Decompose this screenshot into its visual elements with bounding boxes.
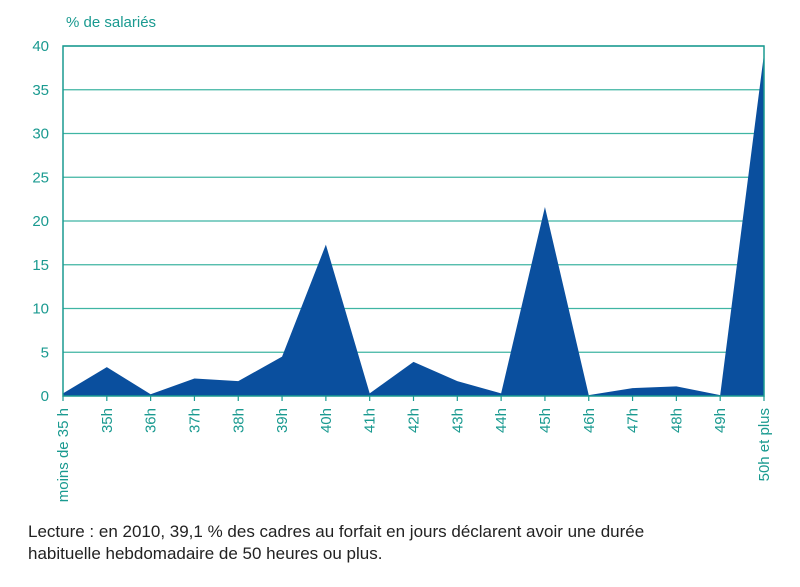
- x-tick-label: 35h: [99, 408, 116, 433]
- x-tick-label: 38h: [230, 408, 247, 433]
- reading-note: Lecture : en 2010, 39,1 % des cadres au …: [28, 521, 788, 565]
- x-tick-label: 47h: [625, 408, 642, 433]
- x-tick-label: 44h: [493, 408, 510, 433]
- x-tick-label: 45h: [537, 408, 554, 433]
- x-tick-label: 49h: [712, 408, 729, 433]
- x-tick-label: 46h: [581, 408, 598, 433]
- x-tick-label: 50h et plus: [756, 408, 773, 481]
- y-tick-label: 30: [32, 126, 49, 143]
- chart-container: 0 5 10 15 20 25 30 35 40 moins de 35 h 35h 36h 37h 3…: [32, 14, 773, 502]
- x-tick-labels: moins de 35 h 35h 36h 37h 38h 39h 40h 41h 42h 43h…: [55, 396, 773, 502]
- x-tick-label: 41h: [362, 408, 379, 433]
- area-chart: 0 5 10 15 20 25 30 35 40 moins de 35 h 35h 36h 37h 3…: [32, 14, 773, 502]
- y-tick-label: 40: [32, 38, 49, 55]
- x-tick-label: 40h: [318, 408, 335, 433]
- y-tick-label: 5: [41, 344, 49, 361]
- x-tick-label: 42h: [406, 408, 423, 433]
- x-tick-label: moins de 35 h: [55, 408, 72, 502]
- y-tick-label: 20: [32, 213, 49, 230]
- reading-note-line-2: habituelle hebdomadaire de 50 heures ou …: [28, 544, 383, 563]
- y-tick-label: 0: [41, 388, 49, 405]
- x-tick-label: 43h: [449, 408, 466, 433]
- y-tick-label: 25: [32, 169, 49, 186]
- gridlines: [63, 45, 764, 353]
- x-tick-label: 48h: [668, 408, 685, 433]
- x-tick-label: 39h: [274, 408, 291, 433]
- series-area: [62, 53, 765, 396]
- y-tick-label: 35: [32, 82, 49, 99]
- x-tick-label: 37h: [186, 408, 203, 433]
- y-tick-label: 10: [32, 301, 49, 318]
- y-axis-label: % de salariés: [66, 14, 156, 31]
- y-tick-label: 15: [32, 257, 49, 274]
- x-tick-label: 36h: [143, 408, 160, 433]
- series-area-fill: [63, 53, 764, 396]
- y-tick-labels: 0 5 10 15 20 25 30 35 40: [32, 38, 49, 405]
- reading-note-line-1: Lecture : en 2010, 39,1 % des cadres au …: [28, 522, 645, 541]
